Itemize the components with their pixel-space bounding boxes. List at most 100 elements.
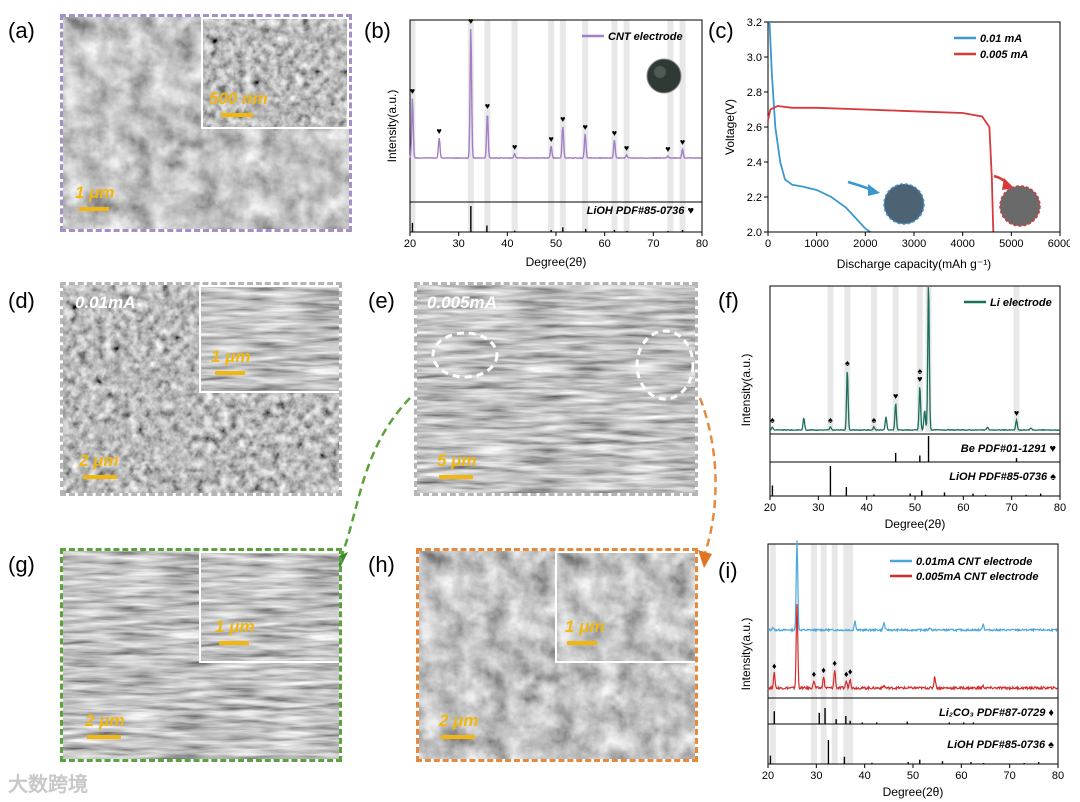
x-axis-title: Degree(2θ)	[883, 785, 944, 799]
scale-bar	[439, 475, 473, 479]
x-tick-label: 60	[957, 502, 969, 514]
highlight-left	[431, 331, 499, 379]
peak-band	[409, 20, 416, 232]
highlight-right	[635, 329, 695, 401]
peak-marker-spade: ♠	[828, 415, 833, 425]
x-tick-label: 50	[909, 502, 921, 514]
y-axis-title: Intensity(a.u.)	[385, 90, 399, 163]
sem-inset-a: 500 nm	[201, 17, 349, 129]
peak-marker-heart: ♥	[665, 144, 670, 154]
panel-d-label: (d)	[8, 288, 35, 313]
panel-f-label: (f)	[718, 288, 739, 313]
x-tick-label: 60	[955, 770, 967, 782]
peak-marker-spade: ♠	[770, 415, 775, 425]
peak-marker-heart: ♥	[485, 101, 490, 111]
y-axis-title: Intensity(a.u.)	[739, 354, 753, 427]
sem-image-h: 1 μm 2 μm	[416, 548, 698, 762]
peak-marker-diamond: ♦	[844, 669, 849, 679]
legend-label: 0.005 mA	[980, 49, 1028, 61]
x-tick-label: 20	[404, 238, 416, 250]
series-line-1	[767, 604, 1058, 691]
peak-marker-heart: ♥	[410, 86, 415, 96]
x-tick-label: 1000	[804, 238, 828, 250]
chart-i-xrd: 0.01mA CNT electrode 0.005mA CNT electrod…	[739, 540, 1064, 799]
x-tick-label: 20	[762, 770, 774, 782]
panel-b-label: (b)	[364, 18, 391, 43]
y-axis-title: Voltage(V)	[723, 99, 737, 155]
chart-c-discharge: 0.01 mA 0.005 mA 2.0 2.2 2.4 2.6 2.8 3.0 3.2 0 100…	[723, 17, 1070, 271]
peak-marker-heart: ♥	[1014, 408, 1019, 418]
y-tick-label: 3.2	[747, 17, 762, 29]
x-tick-label: 0	[765, 238, 771, 250]
series-line-cnt	[409, 29, 702, 160]
peak-band	[611, 20, 618, 232]
x-tick-label: 70	[1006, 502, 1018, 514]
arrow-head-blue	[868, 184, 880, 196]
peak-band	[916, 286, 923, 432]
y-tick-label: 2.0	[747, 227, 762, 239]
peak-band	[1013, 286, 1020, 432]
peak-marker-heart: ♥	[512, 142, 517, 152]
peak-marker-heart: ♥	[437, 126, 442, 136]
peak-band	[623, 20, 630, 232]
sem-inset-h: 1 μm	[555, 551, 695, 663]
panel-e-label: (e)	[368, 288, 395, 313]
inset-scale-label: 500 nm	[209, 89, 268, 108]
x-tick-label: 70	[1004, 770, 1016, 782]
scale-bar	[87, 735, 121, 739]
panel-a-label: (a)	[8, 18, 35, 43]
peak-marker-spade: ♠	[872, 415, 877, 425]
sem-image-d: 0.01mA 1 μm 2 μm	[60, 282, 342, 496]
x-axis-title: Degree(2θ)	[526, 255, 587, 269]
arrow-head-h	[698, 550, 712, 568]
reference-label: LiOH PDF#85-0736 ♥	[587, 205, 694, 217]
scale-label: 5 μm	[437, 451, 477, 470]
x-tick-label: 80	[696, 238, 708, 250]
peak-marker-heart: ♥	[680, 137, 685, 147]
peak-band	[843, 544, 850, 764]
arrow-to-g	[338, 397, 411, 561]
peak-marker-diamond: ♦	[848, 666, 853, 676]
peak-marker-spade: ♠	[845, 358, 850, 368]
x-tick-label: 80	[1052, 770, 1064, 782]
legend-label: 0.01 mA	[980, 33, 1022, 45]
y-tick-label: 2.2	[747, 192, 762, 204]
x-tick-label: 30	[810, 770, 822, 782]
inset-scale-bar	[215, 371, 245, 375]
peak-band	[892, 286, 899, 432]
x-tick-label: 50	[550, 238, 562, 250]
inset-scale-bar	[219, 641, 249, 645]
electrode-photo-highlight	[654, 66, 666, 78]
series-line-0	[767, 540, 1058, 633]
peak-marker-diamond: ♦	[812, 669, 817, 679]
x-axis-title: Discharge capacity(mAh g⁻¹)	[837, 257, 991, 271]
peak-band	[870, 286, 877, 432]
peak-band	[847, 544, 854, 764]
electrode-photo-red	[999, 185, 1041, 227]
highlight-circles	[431, 329, 695, 401]
peak-marker-diamond: ♦	[772, 661, 777, 671]
sem-image-e: 0.005mA 5 μm	[414, 282, 698, 496]
condition-label: 0.01mA	[75, 293, 136, 312]
inset-scale-label: 1 μm	[565, 617, 605, 636]
peak-band	[844, 286, 851, 432]
peak-band	[667, 20, 674, 232]
peak-band	[810, 544, 817, 764]
peak-marker-heart: ♥	[612, 128, 617, 138]
chart-f-xrd: ♥♥♥♥♠♠♠♠♠Be PDF#01-1291 ♥LiOH PDF#85-073…	[739, 285, 1066, 531]
plot-frame	[409, 19, 703, 233]
scale-label: 2 μm	[79, 451, 119, 470]
peak-marker-heart: ♥	[548, 134, 553, 144]
x-tick-label: 30	[453, 238, 465, 250]
x-tick-label: 20	[764, 502, 776, 514]
peak-marker-heart: ♥	[560, 114, 565, 124]
peak-marker-heart: ♥	[583, 122, 588, 132]
peak-band	[925, 286, 932, 432]
x-axis-title: Degree(2θ)	[885, 517, 946, 531]
peak-band	[467, 20, 474, 232]
reference-label-top: Li₂CO₃ PDF#87-0729 ♦	[939, 707, 1054, 719]
peak-band	[679, 20, 686, 232]
x-tick-label: 3000	[902, 238, 926, 250]
chart-b-xrd: ♥ ♥ ♥ ♥ ♥ ♥ ♥ ♥ ♥ ♥ ♥ ♥ LiOH PDF#85-0736 ♥ CNT electr…	[385, 18, 708, 269]
x-tick-label: 5000	[999, 238, 1023, 250]
